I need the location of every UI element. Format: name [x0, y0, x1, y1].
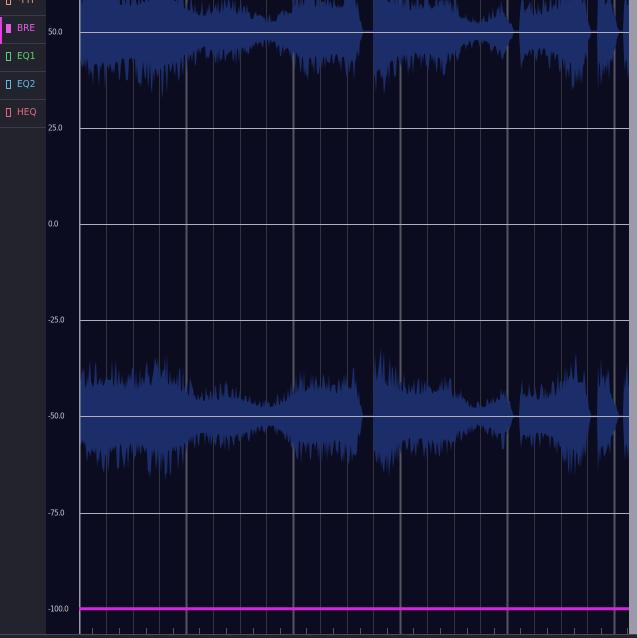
track-checkbox[interactable]: [6, 0, 11, 5]
waveform-lower-channel: [79, 347, 629, 482]
selection-marker: [0, 17, 2, 44]
track-label: *PIT: [17, 0, 36, 6]
y-tick-label: 0.0: [48, 219, 58, 229]
track-item-eq1[interactable]: EQ1: [0, 45, 46, 72]
track-checkbox[interactable]: [6, 80, 11, 89]
track-list: *PIT BRE EQ1 EQ2 HEQ: [0, 0, 46, 634]
track-item-bre[interactable]: BRE: [0, 17, 46, 44]
waveform-plot[interactable]: [79, 0, 629, 634]
track-label: EQ1: [17, 51, 36, 62]
vertical-scrollbar[interactable]: [629, 0, 637, 634]
y-tick-label: -50.0: [48, 411, 65, 421]
y-tick-label: -25.0: [48, 315, 65, 325]
track-label: BRE: [17, 23, 36, 34]
waveform-upper-channel: [79, 0, 629, 100]
track-item-pit[interactable]: *PIT: [0, 0, 46, 16]
track-item-heq[interactable]: HEQ: [0, 101, 46, 128]
track-label: HEQ: [17, 107, 37, 118]
track-checkbox[interactable]: [6, 52, 11, 61]
track-item-eq2[interactable]: EQ2: [0, 73, 46, 100]
y-tick-label: -100.0: [48, 604, 69, 614]
track-checkbox[interactable]: [6, 108, 11, 117]
y-tick-label: 50.0: [48, 27, 63, 37]
track-checkbox[interactable]: [6, 24, 11, 33]
y-tick-label: 25.0: [48, 123, 63, 133]
track-label: EQ2: [17, 79, 36, 90]
y-tick-label: -75.0: [48, 508, 65, 518]
status-bar: [0, 634, 637, 638]
y-axis: 50.0 25.0 0.0 -25.0 -50.0 -75.0 -100.0: [46, 0, 79, 634]
